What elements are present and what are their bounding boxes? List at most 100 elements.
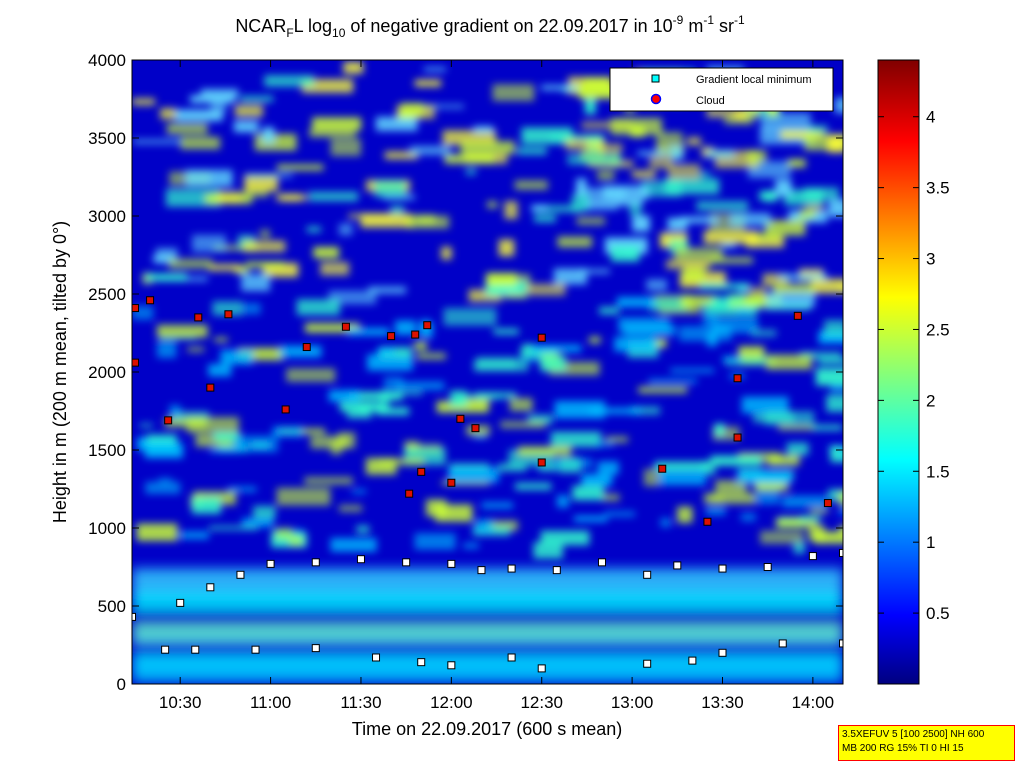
colorbar-tick-label-0: 0.5	[926, 604, 950, 623]
info-line-2: MB 200 RG 15% TI 0 HI 15	[842, 743, 964, 754]
series-0-point-7	[402, 558, 411, 567]
series-0-point-14	[673, 561, 682, 570]
series-1-point-6	[447, 661, 456, 670]
series-1-point-8	[537, 664, 546, 673]
y-tick-label-5: 2500	[88, 285, 126, 304]
x-tick-label-0: 10:30	[159, 693, 202, 712]
series-0-point-4	[266, 559, 275, 568]
cloud-point-9	[341, 322, 350, 331]
processing-info-box: 3.5XEFUV 5 [100 2500] NH 600 MB 200 RG 1…	[838, 725, 1015, 761]
cloud-point-6	[224, 310, 233, 319]
y-tick-label-2: 1000	[88, 519, 126, 538]
series-0-point-18	[839, 548, 843, 557]
cloud-point-15	[447, 478, 456, 487]
chart-title: NCARFL log10 of negative gradient on 22.…	[235, 13, 745, 40]
series-1-point-7	[507, 653, 516, 662]
legend-label-minimum: Gradient local minimum	[696, 74, 812, 86]
x-axis-label: Time on 22.09.2017 (600 s mean)	[352, 719, 623, 739]
series-0-point-3	[236, 570, 245, 579]
series-0-point-9	[477, 566, 486, 575]
x-tick-label-4: 12:30	[520, 693, 563, 712]
colorbar-tick-label-3: 2	[926, 391, 935, 410]
series-1-point-4	[372, 653, 381, 662]
series-1-point-11	[718, 648, 727, 657]
colorbar-tick-label-5: 3	[926, 250, 935, 269]
series-0-point-2	[206, 583, 215, 592]
cloud-point-16	[456, 414, 465, 423]
y-tick-label-8: 4000	[88, 51, 126, 70]
series-1-point-12	[778, 639, 787, 648]
series-0-point-0	[132, 612, 136, 621]
cloud-point-7	[281, 405, 290, 414]
cloud-point-22	[733, 433, 742, 442]
legend: Gradient local minimum Cloud	[609, 67, 834, 112]
series-0-point-10	[507, 564, 516, 573]
x-tick-label-6: 13:30	[701, 693, 744, 712]
x-tick-label-2: 11:30	[340, 693, 381, 712]
x-tick-label-1: 11:00	[250, 693, 291, 712]
cloud-point-25	[823, 499, 832, 508]
cloud-point-21	[703, 517, 712, 526]
y-tick-label-6: 3000	[88, 207, 126, 226]
y-tick-label-7: 3500	[88, 129, 126, 148]
series-0-point-6	[356, 555, 365, 564]
cloud-point-18	[537, 458, 546, 467]
cloud-point-3	[164, 416, 173, 425]
series-0-point-15	[718, 564, 727, 573]
cloud-point-19	[537, 333, 546, 342]
series-1-point-5	[417, 658, 426, 667]
cloud-point-12	[423, 321, 432, 330]
x-axis: 10:30 11:00 11:30 12:00 12:30 13:00 13:30 14:00	[159, 60, 834, 712]
info-line-1: 3.5XEFUV 5 [100 2500] NH 600	[842, 729, 985, 740]
series-1-point-1	[191, 645, 200, 654]
series-0-point-1	[176, 598, 185, 607]
x-tick-label-3: 12:00	[430, 693, 473, 712]
series-0-point-8	[447, 559, 456, 568]
cloud-point-23	[793, 311, 802, 320]
colorbar-tick-label-1: 1	[926, 533, 935, 552]
series-markers	[132, 296, 843, 673]
cloud-point-0	[132, 304, 140, 313]
series-1-point-13	[839, 639, 843, 648]
series-0-point-12	[597, 558, 606, 567]
legend-marker-circle	[650, 93, 662, 105]
series-0-point-13	[643, 570, 652, 579]
cloud-point-1	[146, 296, 155, 305]
x-tick-label-5: 13:00	[611, 693, 654, 712]
colorbar: 0.5 1 1.5 2 2.5 3 3.5 4	[877, 59, 950, 685]
colorbar-tick-label-6: 3.5	[926, 179, 950, 198]
colorbar-tick-label-4: 2.5	[926, 320, 950, 339]
series-1-point-0	[161, 645, 170, 654]
heatmap-field	[132, 60, 843, 684]
series-0-point-17	[808, 552, 817, 561]
cloud-point-14	[405, 489, 414, 498]
legend-marker-square	[651, 74, 660, 83]
cloud-point-17	[471, 424, 480, 433]
series-0-point-5	[311, 558, 320, 567]
cloud-point-13	[417, 467, 426, 476]
cloud-point-10	[387, 332, 396, 341]
y-tick-label-4: 2000	[88, 363, 126, 382]
y-axis-label: Height in m (200 m mean, tilted by 0°)	[50, 221, 70, 523]
cloud-point-11	[411, 330, 420, 339]
colorbar-tick-label-7: 4	[926, 108, 935, 127]
y-tick-label-3: 1500	[88, 441, 126, 460]
series-1-point-2	[251, 645, 260, 654]
cloud-point-24	[733, 374, 742, 383]
series-1-point-10	[688, 656, 697, 665]
series-1-point-9	[643, 659, 652, 668]
cloud-point-2	[132, 358, 140, 367]
y-axis: 0 500 1000 1500 2000 2500 3000 3500 4000	[88, 51, 843, 694]
cloud-point-5	[206, 383, 215, 392]
series-0-point-16	[763, 563, 772, 571]
series-1-point-3	[311, 644, 320, 653]
y-tick-label-1: 500	[98, 597, 126, 616]
colorbar-tick-label-2: 1.5	[926, 462, 950, 481]
cloud-point-20	[658, 464, 667, 473]
x-tick-label-7: 14:00	[792, 693, 835, 712]
cloud-point-4	[194, 313, 203, 322]
cloud-point-8	[302, 343, 311, 352]
y-tick-label-0: 0	[117, 675, 126, 694]
legend-label-cloud: Cloud	[696, 95, 725, 107]
